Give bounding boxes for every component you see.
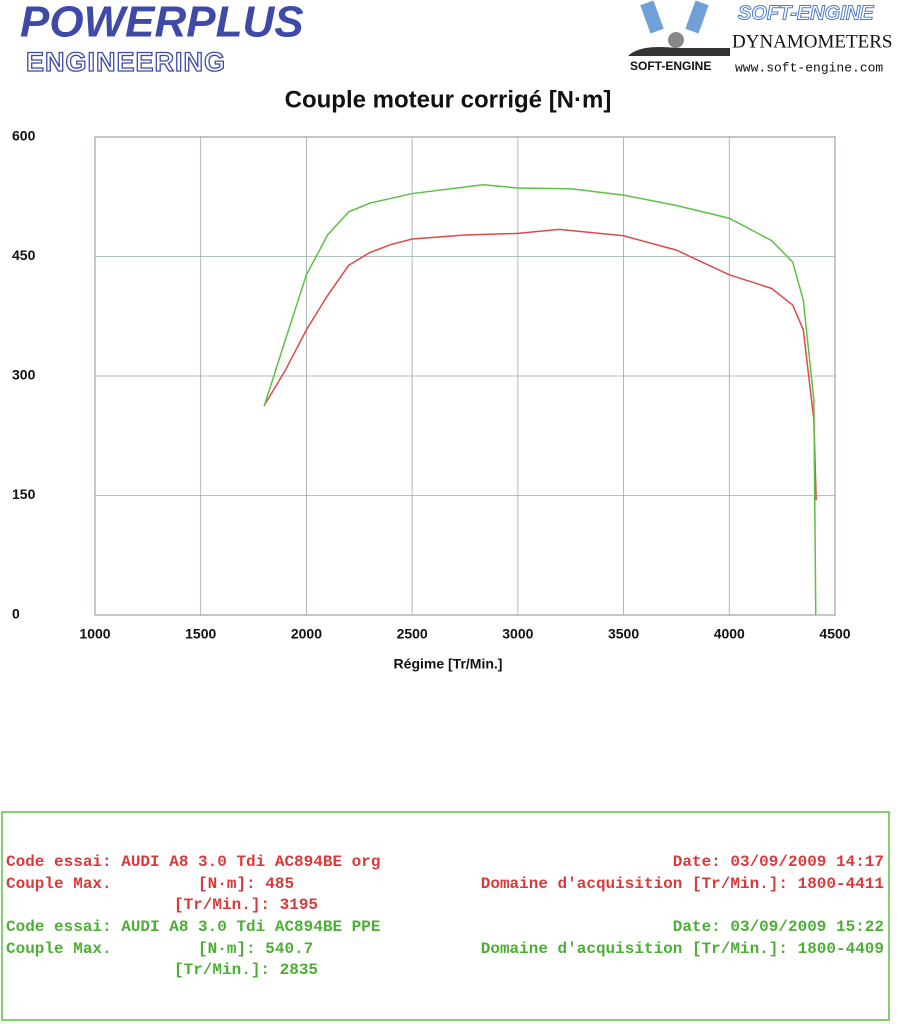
y-tick-label: 600 [12, 128, 36, 144]
x-tick-label: 3000 [502, 626, 533, 642]
x-tick-label: 2500 [397, 626, 428, 642]
chart-title: Couple moteur corrigé [N·m] [285, 86, 612, 113]
test-rpm: [Tr/Min.]: 2835 [174, 961, 318, 979]
x-axis-label: Régime [Tr/Min.] [394, 656, 503, 672]
y-tick-label: 300 [12, 367, 36, 383]
maker-url: www.soft-engine.com [735, 60, 883, 75]
test-code: Code essai: AUDI A8 3.0 Tdi AC894BE org [6, 853, 380, 871]
maker-logo: SOFT-ENGINE [630, 59, 711, 73]
test-date: Date: 03/09/2009 14:17 [673, 853, 884, 871]
test-domain: Domaine d'acquisition [Tr/Min.]: 1800-44… [481, 940, 884, 958]
brand: POWERPLUS [20, 0, 304, 47]
series-line [263, 184, 817, 616]
y-tick-label: 150 [12, 486, 36, 502]
maker-product: DYNAMOMETERS [732, 31, 892, 52]
series-line [263, 228, 817, 501]
x-tick-label: 1500 [185, 626, 216, 642]
test-max: Couple Max. [N·m]: 485 [6, 875, 294, 893]
x-tick-label: 2000 [291, 626, 322, 642]
y-tick-label: 0 [12, 606, 20, 622]
test-domain: Domaine d'acquisition [Tr/Min.]: 1800-44… [481, 875, 884, 893]
test-rpm: [Tr/Min.]: 3195 [174, 896, 318, 914]
x-tick-label: 1000 [79, 626, 110, 642]
brand-sub: ENGINEERING [26, 47, 226, 77]
test-date: Date: 03/09/2009 15:22 [673, 918, 884, 936]
x-tick-label: 3500 [608, 626, 639, 642]
maker: SOFT-ENGINE [738, 2, 874, 24]
engine-icon [628, 0, 730, 56]
info-box [1, 811, 890, 1021]
test-code: Code essai: AUDI A8 3.0 Tdi AC894BE PPE [6, 918, 380, 936]
y-tick-label: 450 [12, 247, 36, 263]
x-tick-label: 4500 [819, 626, 850, 642]
test-max: Couple Max. [N·m]: 540.7 [6, 940, 313, 958]
x-tick-label: 4000 [714, 626, 745, 642]
